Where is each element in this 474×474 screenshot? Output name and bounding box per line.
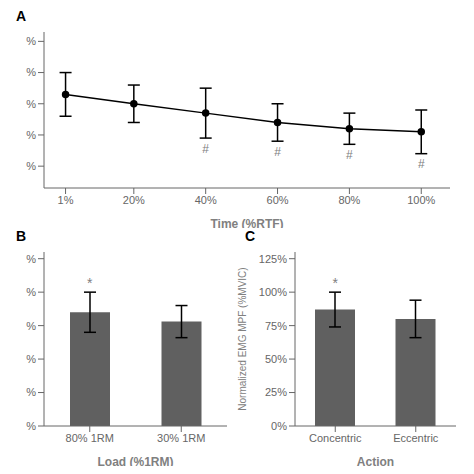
svg-text:1%: 1% [58,194,74,206]
svg-text:Action: Action [357,455,394,466]
svg-text:*: * [87,275,93,291]
html-text:B: B [16,228,27,244]
svg-text:50%: 50% [265,353,287,365]
svg-text:%: % [26,320,36,332]
svg-text:%: % [26,129,36,141]
svg-text:20%: 20% [123,194,145,206]
svg-text:Normalized EMG MPF (%MVIC): Normalized EMG MPF (%MVIC) [237,267,248,410]
svg-text:%: % [26,160,36,172]
svg-text:%: % [26,98,36,110]
svg-text:Concentric: Concentric [309,432,362,444]
svg-text:%: % [26,35,36,47]
svg-text:75%: 75% [265,320,287,332]
svg-text:Time (%RTF): Time (%RTF) [210,217,283,228]
svg-text:%: % [26,420,36,432]
svg-text:%: % [26,386,36,398]
svg-text:%: % [26,286,36,298]
svg-text:Eccentric: Eccentric [393,432,439,444]
html-text:A: A [16,8,27,24]
svg-text:80%: 80% [338,194,360,206]
svg-text:100%: 100% [259,286,287,298]
svg-text:%: % [26,253,36,265]
svg-text:40%: 40% [195,194,217,206]
svg-text:#: # [202,142,209,156]
svg-text:#: # [418,157,425,171]
svg-text:0%: 0% [271,420,287,432]
svg-text:125%: 125% [259,253,287,265]
svg-text:60%: 60% [267,194,289,206]
svg-text:#: # [346,148,353,162]
svg-text:%: % [26,353,36,365]
svg-text:80% 1RM: 80% 1RM [66,432,114,444]
svg-text:#: # [274,145,281,159]
svg-text:100%: 100% [407,194,435,206]
svg-text:%: % [26,66,36,78]
svg-text:30% 1RM: 30% 1RM [157,432,205,444]
html-text:C: C [245,228,256,244]
svg-text:25%: 25% [265,386,287,398]
svg-text:*: * [333,275,339,291]
svg-text:Load (%1RM): Load (%1RM) [98,455,174,466]
